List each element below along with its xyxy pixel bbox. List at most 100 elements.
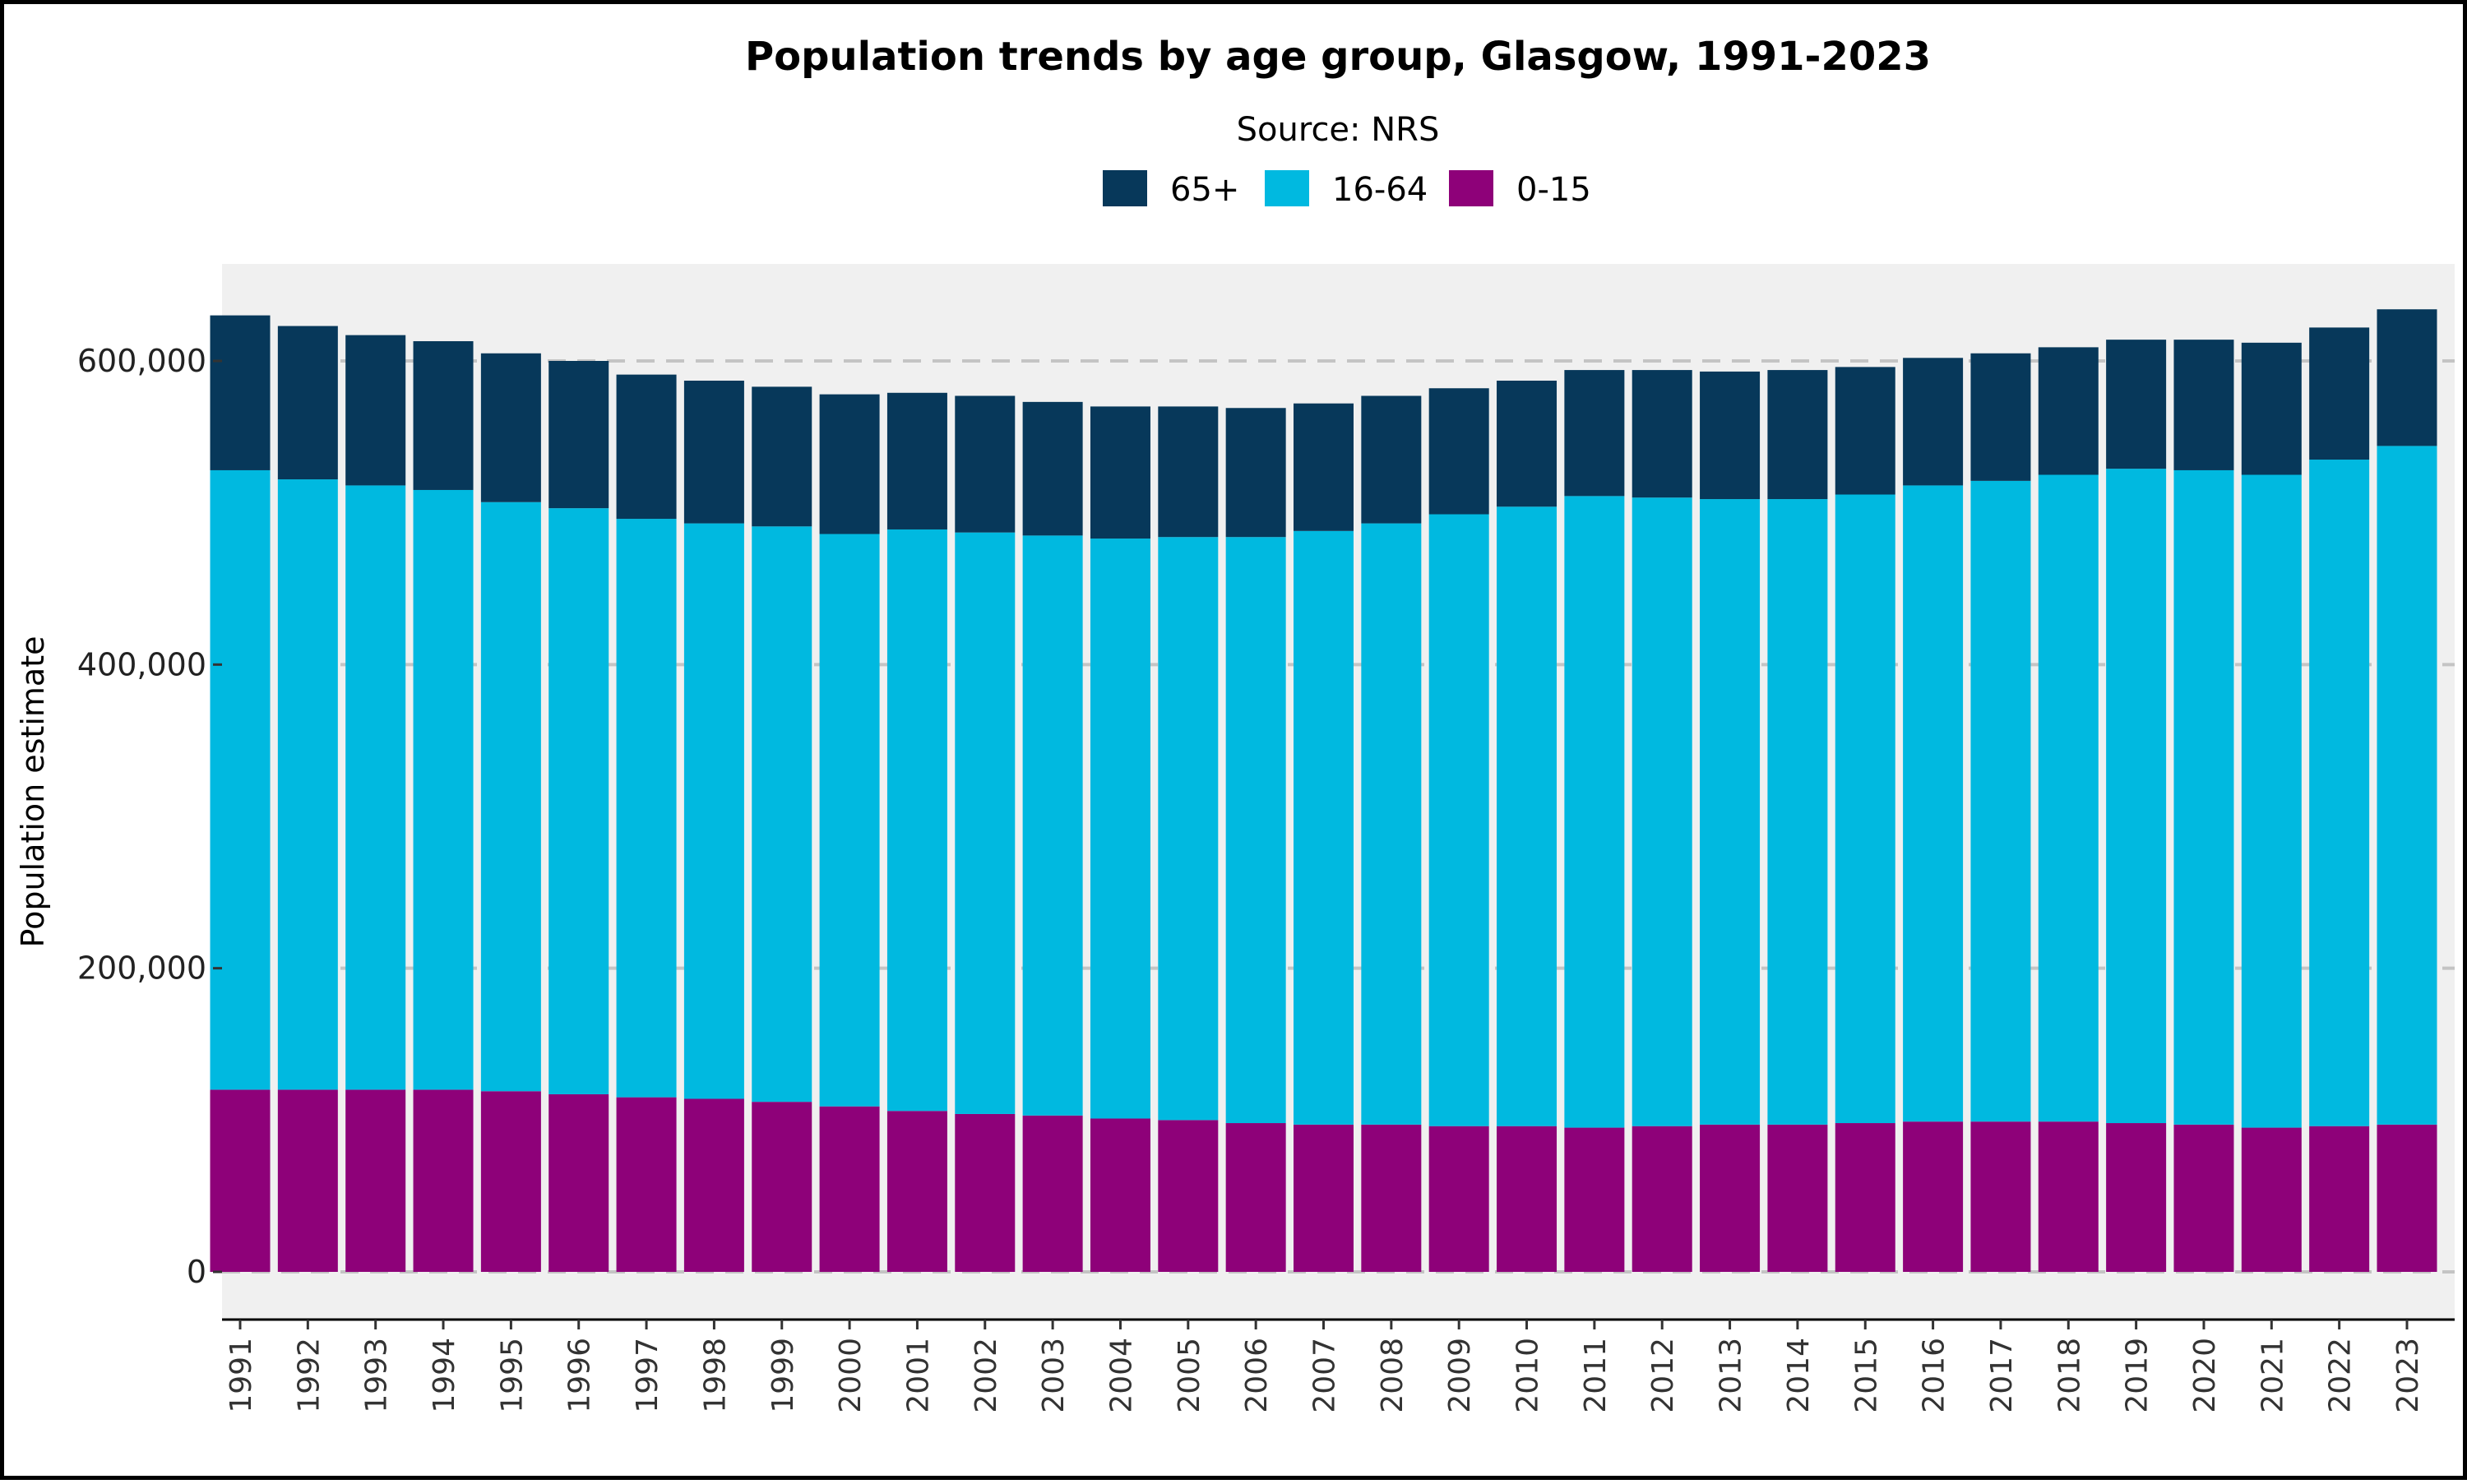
bar-2014-16-64 <box>1767 499 1828 1125</box>
bar-2010-16-64 <box>1497 506 1557 1126</box>
bar-2022-0-15 <box>2309 1126 2370 1272</box>
bar-2018-0-15 <box>2038 1121 2099 1272</box>
legend-label-0-15: 0-15 <box>1516 171 1591 209</box>
bar-2023-65+ <box>2377 309 2437 446</box>
x-tick-label-1995: 1995 <box>495 1338 529 1413</box>
x-tick-label-2009: 2009 <box>1443 1338 1477 1413</box>
legend-swatch-16-64 <box>1265 170 1309 206</box>
bar-2010-65+ <box>1497 381 1557 507</box>
bar-1991-16-64 <box>210 469 271 1090</box>
bar-2015-65+ <box>1835 367 1895 495</box>
x-tick-label-1992: 1992 <box>292 1338 326 1413</box>
bar-1999-16-64 <box>752 526 812 1103</box>
x-tick-label-2004: 2004 <box>1104 1338 1138 1413</box>
bar-2020-16-64 <box>2173 469 2234 1125</box>
bar-2021-65+ <box>2241 342 2302 475</box>
bar-1994-16-64 <box>413 489 474 1090</box>
bar-1995-0-15 <box>480 1091 541 1272</box>
bar-2021-0-15 <box>2241 1127 2302 1272</box>
bar-2023-16-64 <box>2377 446 2437 1125</box>
x-tick-label-2023: 2023 <box>2391 1338 2425 1413</box>
bar-1993-65+ <box>345 335 406 486</box>
bar-1997-16-64 <box>616 519 677 1098</box>
bar-1999-0-15 <box>752 1102 812 1272</box>
x-tick-label-2007: 2007 <box>1308 1338 1342 1413</box>
bar-2014-65+ <box>1767 370 1828 500</box>
bar-2002-65+ <box>955 395 1016 533</box>
bar-2009-0-15 <box>1428 1126 1489 1272</box>
bar-2006-0-15 <box>1225 1123 1286 1272</box>
bar-2000-65+ <box>819 394 880 534</box>
bar-2012-65+ <box>1632 370 1692 498</box>
bar-1997-0-15 <box>616 1097 677 1272</box>
stacked-bar-chart: Population trends by age group, Glasgow,… <box>15 34 2455 1413</box>
bar-2007-0-15 <box>1294 1124 1354 1272</box>
bar-2005-16-64 <box>1158 537 1219 1121</box>
bar-2001-65+ <box>886 392 947 529</box>
x-tick-label-2022: 2022 <box>2324 1338 2358 1413</box>
bar-2022-65+ <box>2309 327 2370 460</box>
bar-1993-0-15 <box>345 1089 406 1272</box>
bar-2011-0-15 <box>1564 1127 1625 1272</box>
legend-label-16-64: 16-64 <box>1332 171 1428 209</box>
bar-2009-65+ <box>1428 388 1489 515</box>
bar-2018-65+ <box>2038 347 2099 475</box>
x-tick-label-2013: 2013 <box>1715 1338 1748 1413</box>
bar-2013-0-15 <box>1700 1124 1761 1272</box>
bar-1992-0-15 <box>277 1089 338 1272</box>
bar-1994-65+ <box>413 340 474 490</box>
bar-2013-65+ <box>1700 371 1761 500</box>
bar-2008-0-15 <box>1361 1124 1422 1272</box>
bar-1992-16-64 <box>277 479 338 1090</box>
bar-2016-16-64 <box>1903 485 1964 1122</box>
x-tick-label-2002: 2002 <box>970 1338 1003 1413</box>
bar-2019-0-15 <box>2106 1123 2167 1272</box>
bar-2003-16-64 <box>1022 535 1083 1116</box>
bar-2016-65+ <box>1903 358 1964 486</box>
bar-2013-16-64 <box>1700 499 1761 1125</box>
bar-2017-0-15 <box>1970 1121 2031 1272</box>
bar-2004-65+ <box>1090 406 1150 539</box>
y-tick-label: 400,000 <box>77 646 206 682</box>
bar-2022-16-64 <box>2309 460 2370 1126</box>
bar-2018-16-64 <box>2038 474 2099 1122</box>
bar-2005-65+ <box>1158 406 1219 538</box>
x-tick-label-2008: 2008 <box>1376 1338 1409 1413</box>
bar-2017-16-64 <box>1970 480 2031 1122</box>
chart-title: Population trends by age group, Glasgow,… <box>745 34 1931 80</box>
bar-2000-0-15 <box>819 1106 880 1272</box>
x-tick-label-1993: 1993 <box>360 1338 394 1413</box>
bar-2015-16-64 <box>1835 494 1895 1124</box>
bar-1995-16-64 <box>480 502 541 1092</box>
bar-1992-65+ <box>277 326 338 480</box>
x-tick-label-2006: 2006 <box>1240 1338 1274 1413</box>
bar-1995-65+ <box>480 353 541 502</box>
bar-1993-16-64 <box>345 485 406 1090</box>
x-tick-label-2001: 2001 <box>901 1338 935 1413</box>
bar-2003-0-15 <box>1022 1115 1083 1272</box>
bar-2003-65+ <box>1022 401 1083 536</box>
bar-2020-65+ <box>2173 340 2234 470</box>
bar-1998-65+ <box>683 381 744 524</box>
x-tick-label-1994: 1994 <box>428 1338 461 1413</box>
bar-1996-0-15 <box>548 1093 609 1272</box>
chart-subtitle: Source: NRS <box>1237 111 1440 149</box>
x-tick-label-2017: 2017 <box>1985 1338 2019 1413</box>
y-tick-label: 200,000 <box>77 950 206 987</box>
bar-1994-0-15 <box>413 1089 474 1272</box>
bar-1991-65+ <box>210 315 271 470</box>
x-tick-label-2003: 2003 <box>1037 1338 1071 1413</box>
bar-2021-16-64 <box>2241 474 2302 1128</box>
bar-2008-16-64 <box>1361 523 1422 1125</box>
x-tick-label-2000: 2000 <box>834 1338 868 1413</box>
x-tick-label-1991: 1991 <box>224 1338 258 1413</box>
legend-swatch-0-15 <box>1449 170 1493 206</box>
x-tick-label-1998: 1998 <box>698 1338 732 1413</box>
x-tick-label-1999: 1999 <box>766 1338 800 1413</box>
bar-2012-0-15 <box>1632 1126 1692 1272</box>
y-tick-label: 600,000 <box>77 343 206 379</box>
bar-2019-16-64 <box>2106 469 2167 1124</box>
x-tick-label-2020: 2020 <box>2188 1338 2222 1413</box>
bar-2006-16-64 <box>1225 537 1286 1124</box>
bar-2015-0-15 <box>1835 1123 1895 1272</box>
